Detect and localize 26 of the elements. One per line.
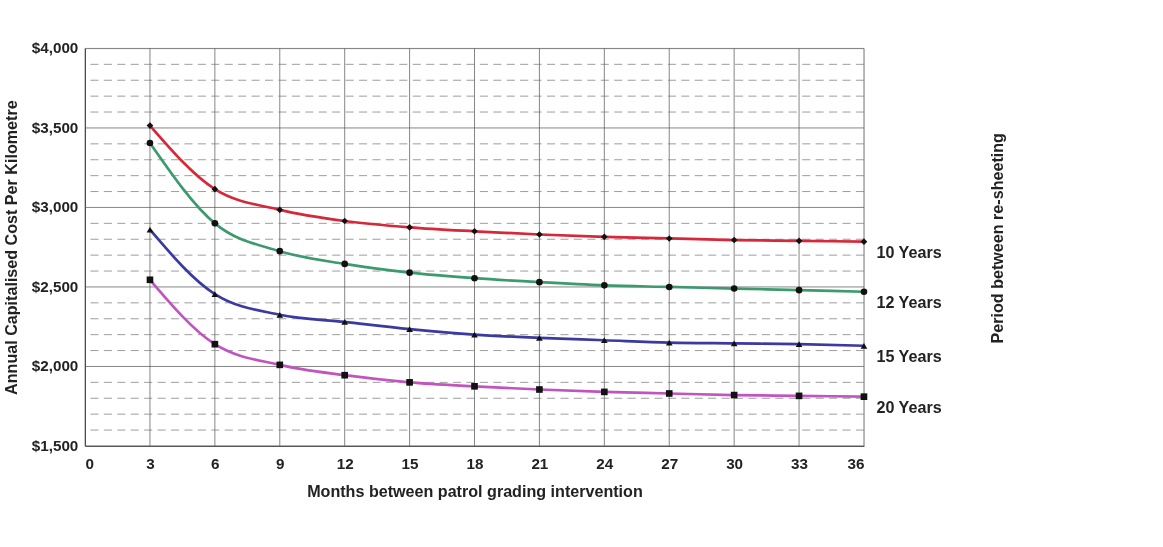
y-axis-title: Annual Capitalised Cost Per Kilometre — [2, 100, 21, 395]
x-tick-label: 15 — [401, 454, 420, 472]
x-tick-label: 21 — [531, 454, 549, 472]
x-tick-label: 12 — [336, 454, 354, 472]
x-tick-label: 24 — [596, 454, 614, 472]
series-label: 15 Years — [876, 346, 942, 365]
x-tick-label: 9 — [276, 454, 285, 472]
x-tick-label: 6 — [211, 454, 220, 472]
series-label: 10 Years — [876, 242, 942, 261]
y-tick-label: $4,000 — [31, 39, 79, 57]
y-tick-label: $3,000 — [31, 198, 79, 216]
x-tick-label: 18 — [466, 454, 484, 472]
x-tick-label: 36 — [847, 454, 865, 472]
series-label: 20 Years — [876, 397, 942, 416]
y-tick-label: $3,500 — [31, 118, 79, 136]
x-tick-label: 30 — [726, 454, 744, 472]
y-tick-label: $2,500 — [31, 277, 79, 295]
legend-title: Period between re-sheeting — [987, 133, 1006, 344]
x-tick-label: 0 — [85, 454, 94, 472]
x-tick-label: 27 — [661, 454, 679, 472]
x-axis-title: Months between patrol grading intervention — [307, 481, 643, 500]
x-tick-label: 3 — [146, 454, 155, 472]
y-tick-label: $1,500 — [31, 436, 79, 454]
x-tick-label: 33 — [791, 454, 808, 472]
series-label: 12 Years — [876, 292, 942, 311]
y-tick-label: $2,000 — [31, 357, 79, 375]
